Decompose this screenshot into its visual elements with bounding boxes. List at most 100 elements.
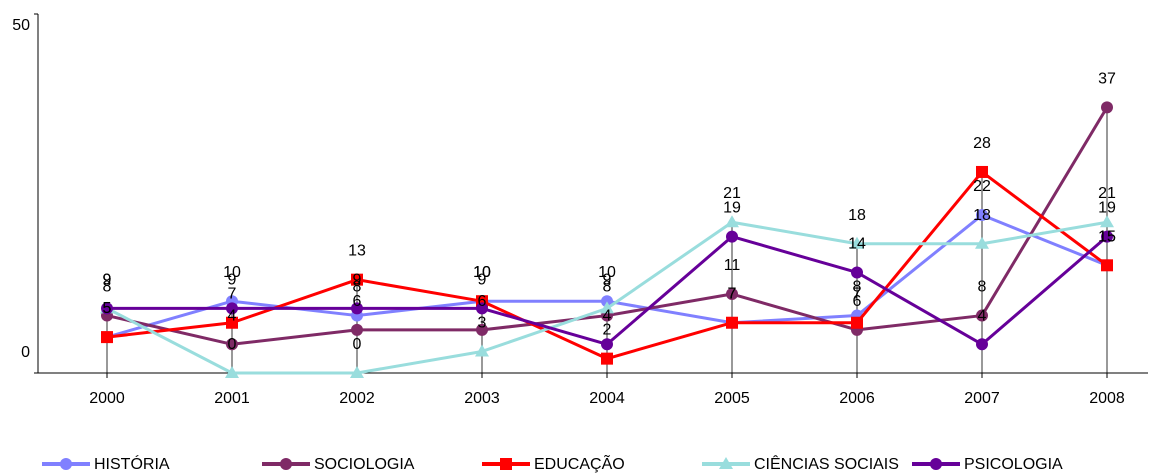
- data-point: [975, 236, 989, 249]
- data-point: [726, 316, 738, 329]
- legend-label: EDUCAÇÃO: [534, 453, 625, 473]
- data-label: 8: [103, 279, 112, 296]
- x-tick-labels: 2000 2001 2002 2003 2004 2005 2006 2007 2008: [89, 373, 1125, 407]
- x-tick-label: 2005: [714, 390, 750, 407]
- data-label: 19: [723, 200, 741, 217]
- data-label: 22: [973, 178, 991, 195]
- data-label: 21: [1098, 185, 1116, 202]
- data-label: 9: [478, 271, 487, 288]
- data-point: [976, 209, 988, 222]
- x-tick-label: 2001: [214, 390, 250, 407]
- data-point: [601, 295, 613, 308]
- data-point: [726, 288, 738, 301]
- series-ci-ncias-sociais: [100, 215, 1114, 378]
- data-label: 6: [853, 293, 862, 310]
- data-point: [726, 230, 738, 243]
- x-tick-label: 2003: [464, 390, 500, 407]
- data-point: [976, 338, 988, 351]
- legend-marker: [500, 458, 512, 470]
- data-point: [976, 309, 988, 322]
- legend-marker: [719, 457, 733, 469]
- legend: HISTÓRIA SOCIOLOGIA EDUCAÇÃO CIÊNCIAS SOCIA…: [42, 453, 1063, 473]
- data-label: 8: [853, 279, 862, 296]
- data-label: 6: [353, 293, 362, 310]
- data-label: 8: [353, 279, 362, 296]
- x-tick-label: 2000: [89, 390, 125, 407]
- data-label: 10: [223, 264, 241, 281]
- data-label: 9: [103, 271, 112, 288]
- legend-marker: [280, 458, 292, 470]
- data-point: [976, 165, 988, 178]
- x-tick-label: 2006: [839, 390, 875, 407]
- data-label: 10: [473, 264, 491, 281]
- data-point: [851, 316, 863, 329]
- data-label: 7: [853, 286, 862, 303]
- data-label: 7: [728, 286, 737, 303]
- data-point: [601, 338, 613, 351]
- data-label: 10: [598, 264, 616, 281]
- data-label: 15: [1098, 228, 1116, 245]
- legend-label: PSICOLOGIA: [964, 456, 1063, 473]
- data-label: 4: [228, 307, 237, 324]
- axes: 50 0: [12, 13, 1148, 374]
- data-label: 8: [603, 279, 612, 296]
- data-point: [1101, 230, 1113, 243]
- data-point: [850, 236, 864, 249]
- data-label: 18: [973, 207, 991, 224]
- data-point: [350, 366, 364, 378]
- x-tick-label: 2007: [964, 390, 1000, 407]
- y-tick-label: 0: [21, 344, 30, 361]
- data-label: 4: [978, 307, 987, 324]
- data-point: [351, 273, 363, 286]
- data-point: [475, 344, 489, 357]
- data-point: [601, 352, 613, 365]
- data-label: 8: [978, 279, 987, 296]
- legend-marker: [60, 458, 72, 470]
- data-label: 6: [478, 293, 487, 310]
- data-label: 18: [848, 207, 866, 224]
- data-point: [225, 366, 239, 378]
- data-label: 3: [478, 314, 487, 331]
- legend-item: SOCIOLOGIA: [262, 456, 415, 473]
- series-lines: [100, 101, 1114, 378]
- data-label: 9: [228, 271, 237, 288]
- data-label: 7: [228, 286, 237, 303]
- data-point: [226, 316, 238, 329]
- legend-item: HISTÓRIA: [42, 454, 170, 473]
- data-label: 0: [353, 336, 362, 353]
- data-label: 13: [348, 243, 366, 260]
- data-label: 37: [1098, 70, 1116, 87]
- data-label: 19: [1098, 200, 1116, 217]
- legend-item: EDUCAÇÃO: [482, 453, 625, 473]
- data-point: [226, 302, 238, 315]
- data-label: 15: [1098, 228, 1116, 245]
- data-label: 9: [353, 271, 362, 288]
- series-psicologia: [101, 230, 1113, 351]
- y-tick-label: 50: [12, 17, 30, 34]
- data-label: 9: [603, 271, 612, 288]
- data-label: 5: [103, 300, 112, 317]
- data-label: 0: [228, 336, 237, 353]
- data-point: [476, 302, 488, 315]
- data-label: 10: [473, 264, 491, 281]
- data-point: [226, 338, 238, 351]
- data-point: [101, 302, 113, 315]
- x-tick-label: 2004: [589, 390, 625, 407]
- x-tick-label: 2002: [339, 390, 375, 407]
- data-label: 2: [603, 322, 612, 339]
- x-tick-label: 2008: [1089, 390, 1125, 407]
- data-label: 14: [848, 235, 866, 252]
- data-point: [600, 301, 614, 314]
- legend-item: PSICOLOGIA: [912, 456, 1063, 473]
- data-point: [351, 323, 363, 336]
- data-point: [1101, 101, 1113, 114]
- data-label: 28: [973, 135, 991, 152]
- legend-label: CIÊNCIAS SOCIAIS: [754, 454, 899, 473]
- data-point: [1100, 215, 1114, 228]
- data-point: [101, 331, 113, 344]
- legend-marker: [930, 458, 942, 470]
- data-label: 5: [103, 300, 112, 317]
- data-point: [1101, 259, 1113, 272]
